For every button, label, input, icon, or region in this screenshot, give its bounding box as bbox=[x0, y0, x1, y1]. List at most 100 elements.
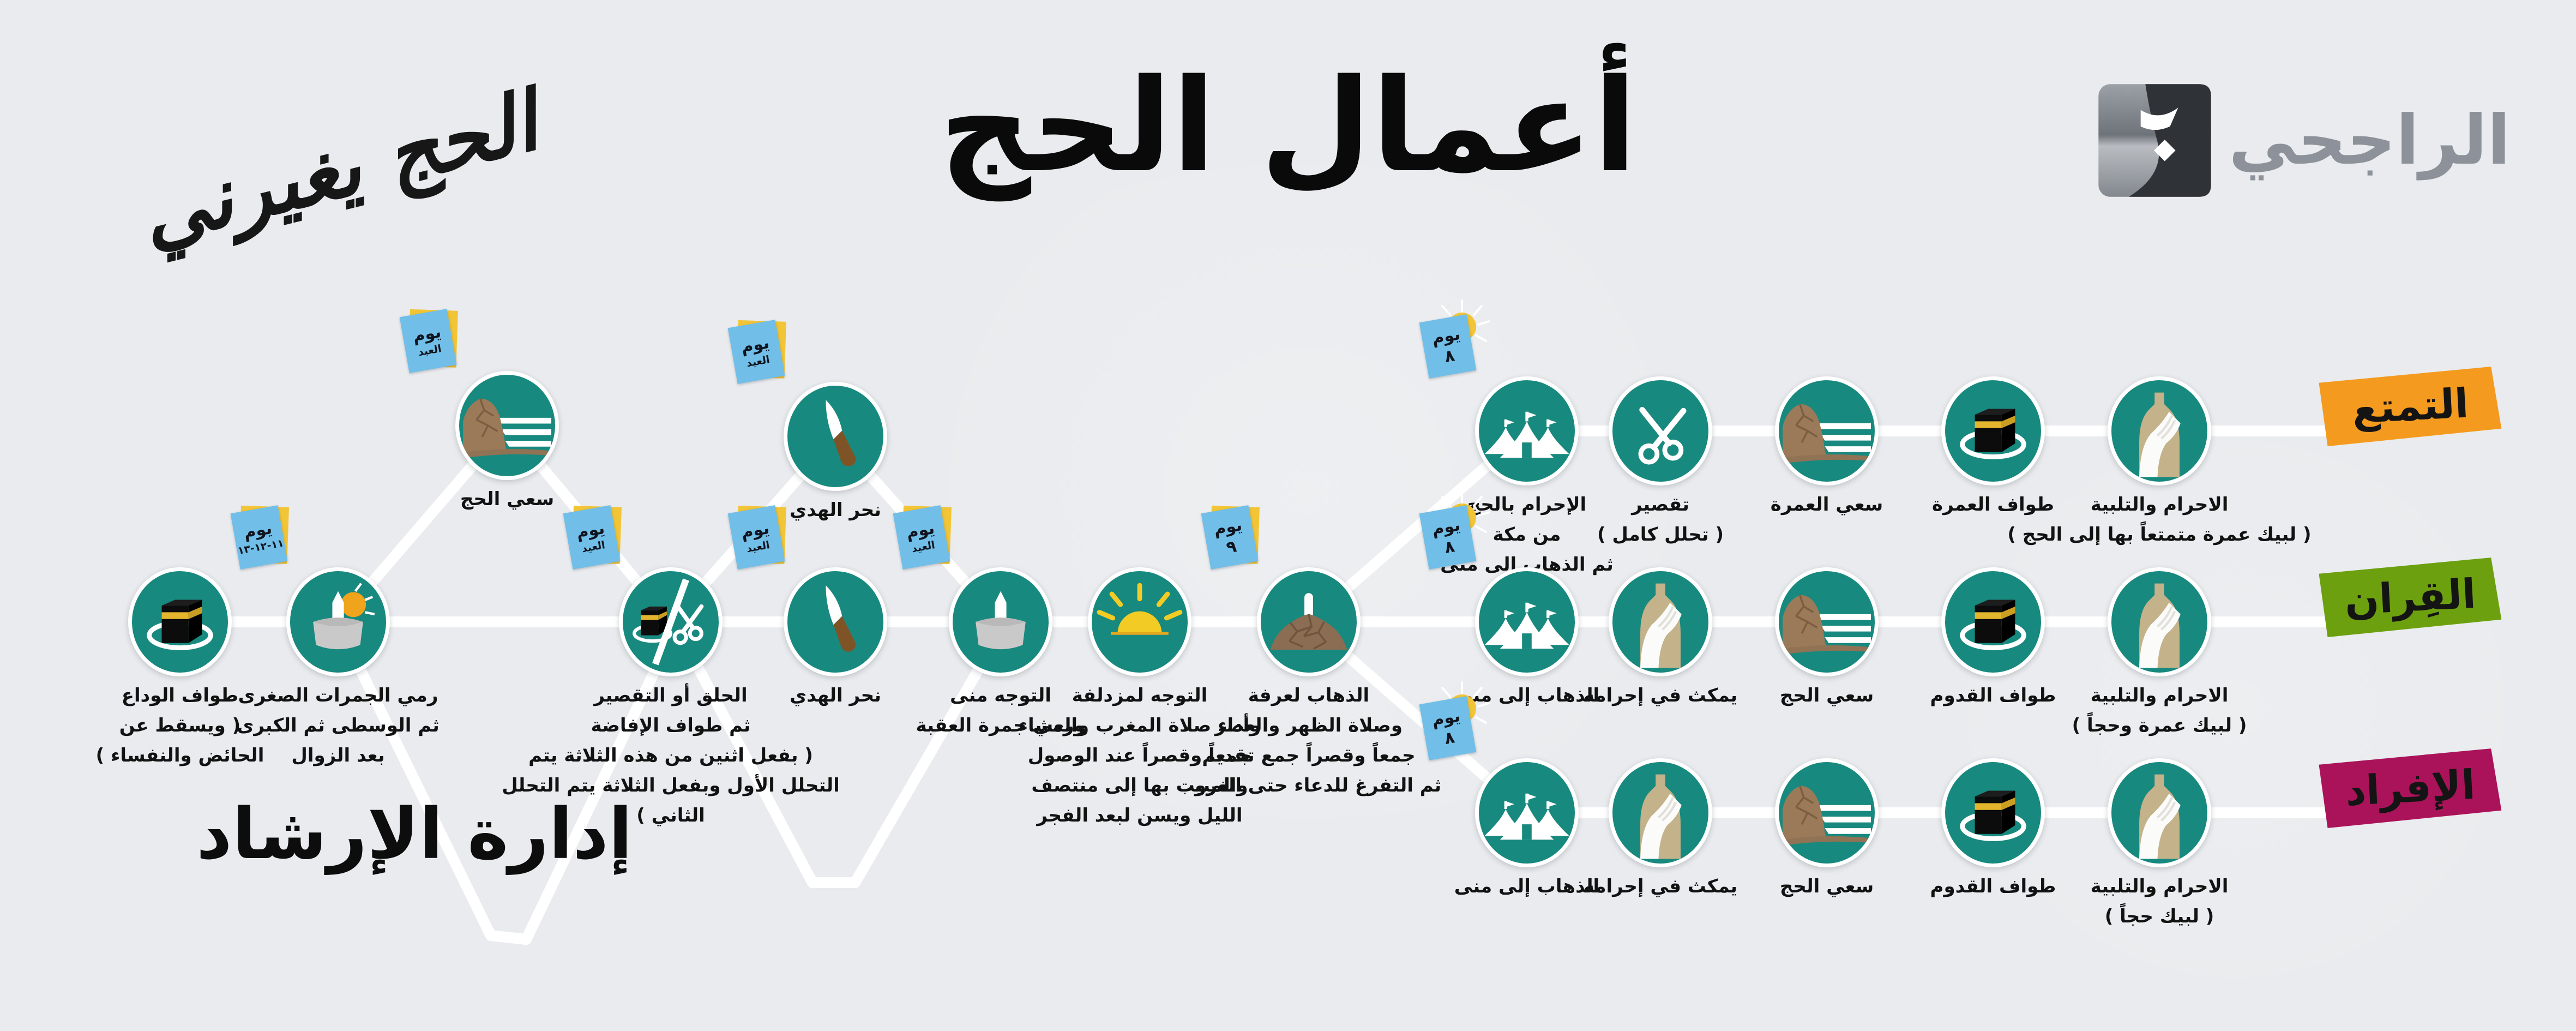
step-t3-label: سعي العمرة bbox=[1770, 494, 1883, 516]
step-q3-label: سعي الحج bbox=[1779, 685, 1874, 706]
step-f5-label: الذهاب إلى منى bbox=[1454, 876, 1600, 897]
step-jamarat-days-label: رمي الجمرات الصغرى ثم الوسطى ثم الكبرى ب… bbox=[237, 685, 440, 767]
day-badge-split: يوم العيد bbox=[563, 505, 622, 570]
day-badge-arafah: يوم ٩ bbox=[1201, 505, 1260, 570]
arafah-icon bbox=[1270, 593, 1347, 650]
step-f4 bbox=[1609, 758, 1712, 867]
halq-ifada-icon bbox=[633, 578, 704, 666]
ihram-icon bbox=[2139, 392, 2181, 477]
step-t2-label: طواف العمرة bbox=[1932, 494, 2054, 516]
path-bypass-right bbox=[683, 644, 995, 888]
step-q4-label: يمكث في إحرامه bbox=[1583, 685, 1738, 706]
step-wadaa bbox=[128, 567, 232, 676]
day-badge-sai-hajj: يوم العيد bbox=[399, 309, 458, 373]
badge-day-value: ٨ bbox=[1443, 346, 1456, 367]
ihram-icon bbox=[2139, 774, 2181, 859]
step-t4 bbox=[1609, 376, 1712, 485]
path-bypass-left bbox=[344, 641, 671, 945]
day-badge-aqaba: يوم العيد bbox=[893, 505, 952, 570]
day-badge-nahr-top: يوم العيد bbox=[727, 320, 786, 384]
day-badge-q5: يوم ٨ bbox=[1419, 490, 1490, 570]
jamarat-icon bbox=[976, 591, 1026, 650]
step-sai-hajj bbox=[455, 371, 559, 480]
hajj-type-tag-label: الإفراد bbox=[2344, 761, 2477, 816]
step-f3-label: سعي الحج bbox=[1779, 876, 1874, 897]
step-q1 bbox=[2108, 567, 2211, 676]
step-f3 bbox=[1775, 758, 1879, 867]
safa-icon bbox=[463, 398, 551, 458]
step-f5 bbox=[1475, 758, 1579, 867]
step-arafah-label: الذهاب لعرفة وصلاة الظهر والعصر جمعاً وق… bbox=[1176, 685, 1442, 797]
hajj-type-tag-label: القِران bbox=[2343, 570, 2477, 625]
ihram-icon bbox=[2139, 583, 2181, 668]
tents-icon bbox=[1484, 602, 1569, 649]
brand-block: الراجحي bbox=[2096, 82, 2511, 199]
step-nahr-mid-label: نحر الهدي bbox=[790, 685, 881, 706]
step-sai-hajj-label: سعي الحج bbox=[460, 488, 555, 510]
brand-name: الراجحي bbox=[2228, 101, 2511, 180]
step-split-label: الحلق أو التقصير ثم طواف الإفاضة ( بفعل … bbox=[502, 685, 840, 827]
badge-day-value: ٨ bbox=[1443, 537, 1456, 558]
kaaba-icon bbox=[1960, 409, 2026, 459]
knife-icon bbox=[826, 585, 856, 652]
step-split bbox=[619, 567, 723, 676]
ihram-icon bbox=[1640, 583, 1682, 668]
step-t5-label: الإحرام بالحج من مكة ثم الذهاب إلى منى bbox=[1440, 494, 1614, 576]
safa-icon bbox=[1783, 404, 1871, 464]
badge-day-value: ٩ bbox=[1225, 537, 1238, 558]
badge-day-value: ٨ bbox=[1443, 728, 1456, 749]
safa-icon bbox=[1783, 595, 1871, 655]
sunset-icon bbox=[1097, 583, 1183, 635]
step-t5 bbox=[1475, 376, 1579, 485]
page-title: أعمال الحج bbox=[938, 52, 1638, 201]
step-muzdalifah-label: التوجه لمزدلفة وأداء صلاة المغرب والعشاء… bbox=[1018, 685, 1261, 827]
step-t1 bbox=[2108, 376, 2211, 485]
step-f2-label: طواف القدوم bbox=[1930, 876, 2056, 897]
step-t2 bbox=[1941, 376, 2045, 485]
step-t4-label: تقصير ( تحلل كامل ) bbox=[1597, 494, 1724, 546]
tents-icon bbox=[1484, 411, 1569, 458]
step-q2 bbox=[1941, 567, 2045, 676]
step-q5 bbox=[1475, 567, 1579, 676]
scissors-icon bbox=[1638, 407, 1687, 465]
step-f1-label: الاحرام والتلبية ( لبيك حجاً ) bbox=[2090, 876, 2229, 928]
step-q2-label: طواف القدوم bbox=[1930, 685, 2056, 706]
kaaba-icon bbox=[1960, 600, 2026, 650]
step-t1-label: الاحرام والتلبية ( لبيك عمرة متمتعاً بها… bbox=[2007, 494, 2312, 546]
badge-day-word: يوم bbox=[1430, 515, 1462, 540]
jamarat-sun-icon bbox=[313, 583, 375, 650]
step-nahr-mid bbox=[784, 567, 887, 676]
step-f1 bbox=[2108, 758, 2211, 867]
department-signature: إدارة الإرشاد bbox=[196, 794, 633, 875]
step-nahr-top bbox=[784, 382, 887, 491]
safa-icon bbox=[1783, 786, 1871, 846]
tents-icon bbox=[1484, 793, 1569, 840]
day-badge-jamarat-days: يوم ١١-١٢-١٣ bbox=[230, 505, 289, 570]
step-muzdalifah bbox=[1088, 567, 1191, 676]
step-q3 bbox=[1775, 567, 1879, 676]
kaaba-icon bbox=[147, 600, 213, 650]
step-f4-label: يمكث في إحرامه bbox=[1583, 876, 1738, 897]
step-q4 bbox=[1609, 567, 1712, 676]
badge-day-word: يوم bbox=[1430, 324, 1462, 349]
step-f2 bbox=[1941, 758, 2045, 867]
step-aqaba bbox=[949, 567, 1052, 676]
step-aqaba-label: التوجه منى ورمي جمرة العقبة bbox=[916, 685, 1086, 737]
ihram-icon bbox=[1640, 774, 1682, 859]
step-jamarat-days bbox=[286, 567, 390, 676]
step-t3 bbox=[1775, 376, 1879, 485]
step-arafah bbox=[1257, 567, 1361, 676]
day-badge-f5: يوم ٨ bbox=[1419, 681, 1490, 760]
step-nahr-top-label: نحر الهدي bbox=[790, 499, 881, 521]
badge-day-word: يوم bbox=[1430, 706, 1462, 730]
knife-icon bbox=[826, 400, 856, 466]
kaaba-icon bbox=[1960, 790, 2026, 841]
hajj-type-tag-label: التمتع bbox=[2351, 380, 2470, 433]
step-q1-label: الاحرام والتلبية ( لبيك عمرة وحجاً ) bbox=[2072, 685, 2247, 737]
brand-logo-icon bbox=[2096, 82, 2213, 199]
day-badge-nahr-mid: يوم العيد bbox=[727, 505, 786, 570]
badge-day-word: يوم bbox=[1212, 515, 1244, 540]
day-badge-t5: يوم ٨ bbox=[1419, 299, 1490, 379]
step-wadaa-label: طواف الوداع ( ويسقط عن الحائض والنفساء ) bbox=[95, 685, 264, 767]
